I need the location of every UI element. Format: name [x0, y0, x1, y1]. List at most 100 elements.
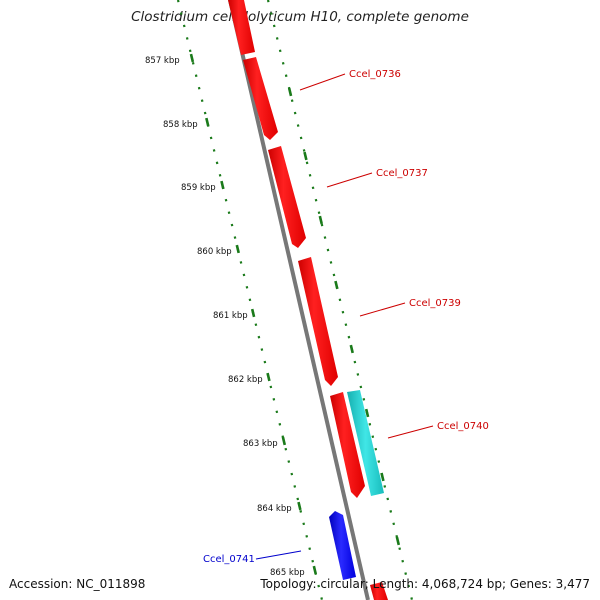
inner-minor-tick	[287, 460, 291, 463]
outer-minor-tick	[353, 360, 357, 364]
outer-minor-tick	[326, 248, 330, 252]
outer-minor-tick	[401, 559, 405, 563]
outer-minor-tick	[374, 447, 378, 451]
outer-tick-track	[266, 0, 413, 600]
outer-minor-tick	[278, 49, 282, 53]
gene-label-ccel-0737[interactable]: Ccel_0737	[376, 168, 428, 179]
outer-major-tick	[380, 472, 385, 482]
gene-ccel-0741-feature[interactable]	[329, 511, 356, 580]
outer-minor-tick	[329, 261, 333, 264]
inner-tick-track	[176, 0, 323, 600]
inner-minor-tick	[305, 534, 309, 538]
outer-minor-tick	[383, 485, 387, 488]
kbp-label-861: 861 kbp	[213, 311, 248, 321]
gene-ccel-0740-other-feature[interactable]	[347, 390, 384, 496]
gene-ccel-0739-feature[interactable]	[298, 257, 338, 386]
gene-ccel-0740-leader	[387, 425, 434, 439]
outer-minor-tick	[407, 584, 410, 588]
gene-ccel-0736-feature[interactable]	[243, 57, 278, 140]
kbp-label-858: 858 kbp	[163, 120, 198, 130]
kbp-label-863: 863 kbp	[243, 439, 278, 449]
inner-minor-tick	[245, 286, 249, 289]
gene-label-ccel-0740[interactable]: Ccel_0740	[437, 421, 489, 432]
inner-minor-tick	[317, 584, 320, 588]
outer-minor-tick	[341, 310, 345, 314]
inner-minor-tick	[197, 86, 201, 90]
kbp-label-859: 859 kbp	[181, 183, 216, 193]
inner-major-tick	[281, 436, 287, 446]
inner-minor-tick	[284, 447, 288, 451]
genome-backbone	[228, 0, 370, 600]
inner-minor-tick	[248, 298, 252, 302]
inner-minor-tick	[191, 61, 195, 65]
inner-minor-tick	[218, 173, 222, 177]
outer-minor-tick	[305, 161, 309, 165]
inner-minor-tick	[272, 398, 276, 401]
inner-major-tick	[312, 565, 317, 575]
inner-minor-tick	[308, 547, 312, 551]
outer-minor-tick	[323, 236, 327, 239]
gene-ccel-0735-feature[interactable]	[228, 0, 255, 55]
outer-minor-tick	[332, 273, 336, 277]
outer-major-tick	[349, 344, 354, 354]
inner-minor-tick	[239, 261, 243, 264]
outer-minor-tick	[269, 12, 273, 15]
inner-minor-tick	[233, 236, 237, 239]
outer-minor-tick	[386, 497, 390, 501]
inner-minor-tick	[269, 385, 273, 389]
inner-major-tick	[250, 308, 256, 318]
inner-minor-tick	[185, 37, 189, 40]
outer-minor-tick	[392, 522, 396, 526]
gene-label-ccel-0739[interactable]: Ccel_0739	[409, 298, 461, 309]
outer-minor-tick	[296, 124, 300, 127]
inner-minor-tick	[254, 323, 258, 327]
outer-major-tick	[395, 536, 401, 546]
inner-minor-tick	[299, 510, 303, 513]
outer-minor-tick	[362, 398, 366, 401]
inner-minor-tick	[242, 273, 246, 277]
outer-minor-tick	[281, 61, 285, 65]
gene-ccel-0740-feature[interactable]	[330, 392, 365, 498]
outer-minor-tick	[344, 323, 348, 327]
outer-minor-tick	[404, 572, 407, 575]
inner-minor-tick	[260, 348, 264, 351]
inner-minor-tick	[296, 497, 300, 501]
gene-label-ccel-0736[interactable]: Ccel_0736	[349, 69, 401, 80]
outer-minor-tick	[284, 74, 288, 78]
inner-minor-tick	[290, 472, 294, 476]
gene-ccel-0737-feature[interactable]	[268, 146, 306, 248]
gene-ccel-0739-leader	[359, 302, 406, 317]
outer-major-tick	[334, 280, 339, 290]
inner-minor-tick	[212, 149, 216, 152]
gene-ccel-0736-leader	[299, 73, 346, 91]
outer-major-tick	[287, 87, 293, 97]
outer-minor-tick	[308, 173, 312, 177]
kbp-label-865: 865 kbp	[270, 568, 305, 578]
inner-major-tick	[297, 501, 302, 511]
kbp-label-860: 860 kbp	[197, 247, 232, 257]
outer-minor-tick	[410, 597, 413, 600]
genome-summary-text: Topology: circular; Length: 4,068,724 bp…	[260, 577, 590, 591]
inner-minor-tick	[257, 335, 261, 339]
inner-minor-tick	[227, 211, 231, 214]
outer-minor-tick	[371, 435, 375, 439]
inner-minor-tick	[302, 522, 306, 526]
outer-minor-tick	[395, 534, 399, 538]
outer-minor-tick	[398, 547, 402, 551]
outer-major-tick	[318, 215, 323, 225]
inner-minor-tick	[188, 49, 192, 53]
inner-minor-tick	[176, 0, 180, 3]
gene-label-ccel-0741[interactable]: Ccel_0741	[203, 554, 255, 565]
outer-minor-tick	[299, 136, 303, 140]
inner-minor-tick	[215, 161, 219, 165]
kbp-label-862: 862 kbp	[228, 375, 263, 385]
gene-ccel-0742-feature[interactable]	[370, 582, 388, 600]
gene-ccel-0741-leader	[255, 550, 302, 560]
outer-minor-tick	[320, 223, 324, 227]
inner-minor-tick	[263, 360, 267, 364]
kbp-label-864: 864 kbp	[257, 504, 292, 514]
outer-major-tick	[303, 151, 308, 161]
outer-minor-tick	[293, 111, 297, 115]
outer-minor-tick	[290, 99, 294, 102]
